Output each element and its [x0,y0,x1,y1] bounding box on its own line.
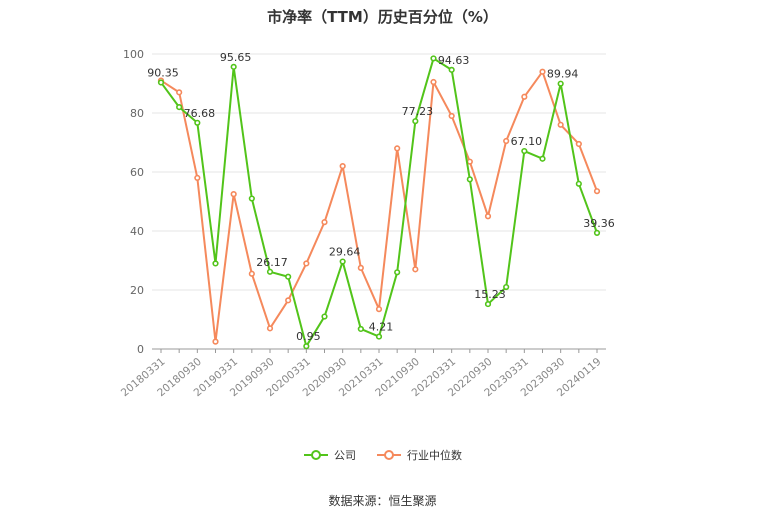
data-point [212,338,219,345]
legend-company-label: 公司 [334,449,356,462]
data-point [557,80,564,87]
data-label: 4.21 [369,321,394,334]
data-point [157,79,165,86]
data-point [266,325,274,332]
data-label: 90.35 [147,66,179,79]
data-point [248,270,255,277]
data-point [194,174,201,181]
data-label: 29.64 [329,246,361,259]
data-point [212,260,219,267]
data-point [176,89,183,96]
data-label: 39.36 [583,217,615,230]
data-point [575,180,582,187]
data-point [593,188,601,195]
data-label: 15.23 [474,288,506,301]
legend-item-company[interactable]: 公司 [303,447,356,463]
data-point [285,297,292,304]
y-tick-label: 0 [137,343,144,356]
y-tick-label: 40 [130,225,144,238]
data-point [248,195,255,202]
data-point [412,266,419,273]
legend-item-industry[interactable]: 行业中位数 [376,447,462,463]
data-point [357,325,364,333]
data-point [321,313,328,320]
data-label: 77.23 [402,105,434,118]
legend: 公司 行业中位数 [0,447,765,463]
data-point [394,145,401,152]
axes: 0204060801002018033120180930201903312019… [119,48,606,399]
data-point [430,55,437,62]
y-tick-label: 80 [130,107,144,120]
data-point [575,140,582,148]
data-label: 26.17 [256,256,288,269]
data-point [375,306,383,313]
data-point [448,66,455,73]
data-point [521,93,528,100]
data-point [466,176,473,183]
data-point [484,300,492,308]
data-labels: 90.35 76.68 95.65 26.17 0.95 29.64 4.21 77.23 94… [147,51,615,343]
data-label: 95.65 [220,51,252,64]
data-point [557,121,564,128]
data-point [484,213,492,220]
data-point [539,155,546,162]
data-point [230,63,237,70]
data-point [593,229,601,236]
data-point [285,273,292,280]
data-point [503,137,510,145]
data-label: 89.94 [547,68,579,81]
grid-lines [152,53,606,291]
data-point [521,147,528,155]
legend-company-marker-icon [304,450,328,460]
data-label: 94.63 [438,54,470,67]
data-label: 0.95 [296,330,321,343]
data-point [430,78,437,86]
data-point [230,191,237,198]
data-point [303,343,310,350]
series-line-1 [160,70,598,343]
series-lines [157,55,601,350]
legend-industry-label: 行业中位数 [407,449,462,462]
y-tick-label: 20 [130,284,144,297]
data-point [412,118,419,125]
legend-industry-marker-icon [377,450,401,460]
data-point [339,163,346,170]
y-tick-label: 60 [130,166,144,179]
data-point [503,283,510,291]
data-label: 67.10 [511,135,543,148]
data-label: 76.68 [184,107,216,120]
data-point [466,158,473,165]
chart-title: 市净率（TTM）历史百分位（%） [267,8,498,26]
y-tick-label: 100 [123,48,144,61]
data-point [266,268,274,275]
data-point [357,264,364,271]
data-point [539,68,546,75]
data-point [176,103,183,111]
data-point [194,119,201,126]
data-point [303,260,310,267]
data-point [448,112,455,120]
data-point [375,333,383,340]
data-source-note: 数据来源：恒生聚源 [328,494,437,508]
data-point [339,258,346,265]
data-point [394,269,401,276]
data-point [321,219,328,226]
